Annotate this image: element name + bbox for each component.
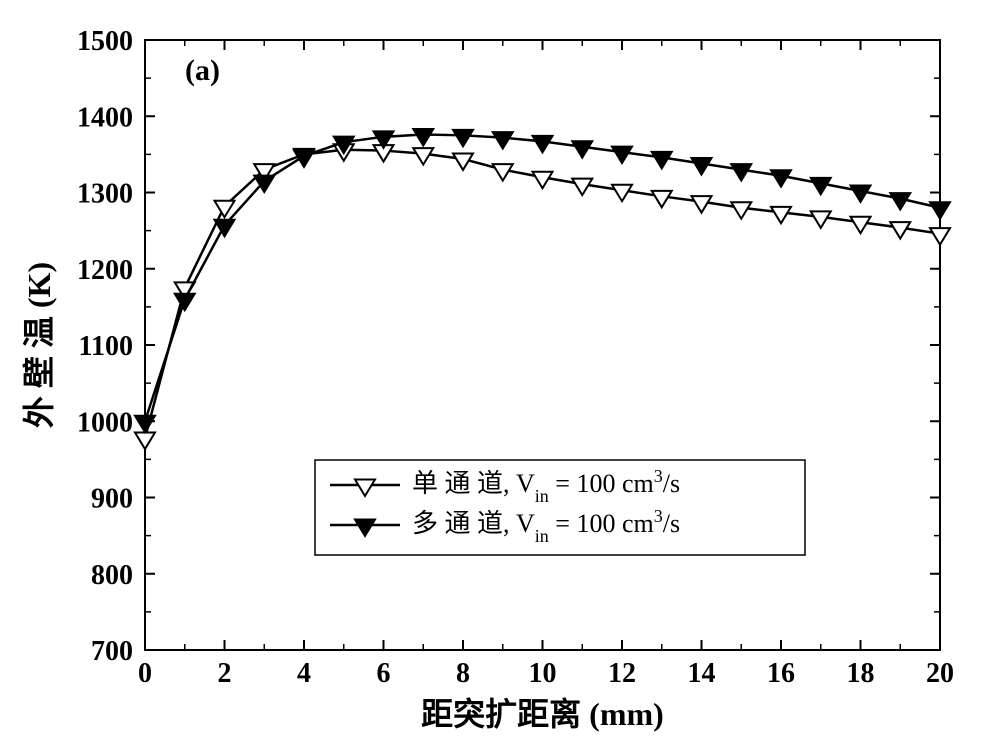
chart-container: 0 2 4 6 8 10 12 14 16 18 20 700 800 900 1000 1100 1200 13… [0,0,1000,754]
svg-text:1100: 1100 [79,331,133,362]
svg-text:8: 8 [456,658,470,689]
svg-text:20: 20 [926,658,954,689]
svg-text:18: 18 [847,658,875,689]
svg-text:外 壁 温 (K): 外 壁 温 (K) [21,262,57,428]
svg-text:(a): (a) [185,54,220,87]
svg-text:800: 800 [91,560,133,591]
svg-text:900: 900 [91,484,133,515]
svg-text:1500: 1500 [77,26,133,57]
svg-text:14: 14 [688,658,716,689]
svg-text:2: 2 [218,658,232,689]
svg-text:1000: 1000 [77,407,133,438]
svg-text:1300: 1300 [77,179,133,210]
svg-text:1200: 1200 [77,255,133,286]
svg-text:10: 10 [529,658,557,689]
svg-text:16: 16 [767,658,795,689]
svg-text:1400: 1400 [77,102,133,133]
svg-text:距突扩距离 (mm): 距突扩距离 (mm) [421,696,664,732]
svg-text:4: 4 [297,658,311,689]
chart-svg: 0 2 4 6 8 10 12 14 16 18 20 700 800 900 1000 1100 1200 13… [0,0,1000,754]
svg-text:6: 6 [377,658,391,689]
svg-text:0: 0 [138,658,152,689]
svg-text:700: 700 [91,636,133,667]
svg-text:12: 12 [608,658,636,689]
